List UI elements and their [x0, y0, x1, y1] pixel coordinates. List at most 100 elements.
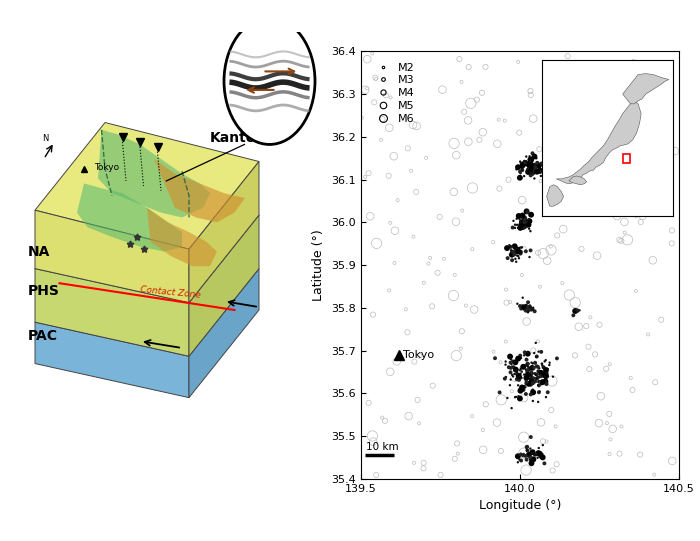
Point — [511, 214, 522, 223]
Point — [542, 151, 554, 160]
Point — [525, 160, 536, 169]
Point — [526, 169, 537, 177]
Point — [522, 348, 533, 357]
Point — [531, 374, 542, 383]
Point — [522, 446, 533, 455]
Point — [669, 147, 680, 155]
Point — [526, 377, 537, 386]
Point — [518, 245, 529, 253]
Point — [533, 347, 544, 356]
Text: N: N — [42, 134, 49, 142]
Point — [545, 246, 557, 254]
Point — [452, 439, 463, 448]
Point — [392, 196, 403, 204]
Point — [528, 174, 540, 183]
Point — [526, 358, 537, 367]
Polygon shape — [35, 235, 259, 356]
Point — [523, 220, 534, 229]
Point — [597, 108, 608, 117]
Point — [531, 167, 542, 176]
Polygon shape — [35, 123, 259, 249]
Point — [512, 247, 524, 256]
Point — [537, 160, 548, 169]
Point — [517, 218, 528, 227]
Point — [527, 162, 538, 171]
Point — [515, 354, 526, 362]
Point — [605, 435, 616, 444]
Point — [517, 196, 528, 204]
Point — [528, 349, 540, 358]
Point — [607, 425, 618, 433]
Point — [508, 372, 519, 381]
Point — [520, 221, 531, 230]
Point — [514, 167, 526, 176]
Point — [389, 152, 400, 161]
Point — [528, 449, 539, 458]
Point — [371, 239, 382, 248]
Point — [411, 188, 422, 196]
Point — [505, 242, 516, 250]
Point — [517, 216, 528, 225]
Point — [517, 215, 528, 224]
Point — [504, 241, 515, 249]
Point — [523, 379, 534, 388]
Point — [455, 344, 466, 353]
Point — [507, 256, 518, 265]
Point — [510, 246, 522, 255]
Point — [611, 116, 622, 124]
Point — [521, 361, 532, 370]
Point — [592, 85, 603, 94]
Point — [524, 162, 536, 171]
Point — [448, 188, 459, 196]
Point — [525, 87, 536, 95]
Point — [517, 243, 528, 252]
Point — [625, 374, 636, 382]
Point — [524, 305, 536, 313]
Point — [533, 161, 545, 170]
Point — [427, 381, 438, 390]
Point — [527, 305, 538, 314]
Point — [523, 163, 534, 172]
Point — [611, 212, 622, 220]
Point — [432, 268, 443, 277]
Point — [505, 352, 516, 361]
Point — [505, 247, 517, 255]
Point — [407, 121, 419, 129]
Point — [467, 412, 478, 420]
Point — [522, 167, 533, 175]
Point — [494, 184, 505, 193]
Point — [525, 453, 536, 462]
Point — [507, 223, 518, 232]
Point — [456, 77, 467, 86]
Point — [507, 247, 518, 256]
Point — [532, 374, 543, 382]
Point — [510, 258, 522, 266]
Point — [510, 358, 521, 367]
Point — [516, 367, 527, 376]
Point — [402, 328, 413, 337]
Point — [520, 304, 531, 313]
Point — [519, 217, 530, 226]
Point — [534, 145, 545, 154]
Point — [510, 366, 521, 374]
Point — [530, 163, 541, 171]
Point — [594, 207, 606, 215]
Point — [523, 302, 534, 311]
Point — [517, 213, 528, 221]
Point — [408, 232, 419, 241]
Point — [512, 163, 524, 171]
Point — [592, 161, 603, 169]
Point — [539, 159, 550, 168]
Point — [533, 381, 545, 390]
Point — [522, 208, 533, 216]
Point — [536, 379, 547, 388]
Point — [528, 114, 539, 123]
Point — [604, 450, 615, 458]
Point — [502, 394, 513, 403]
Point — [649, 470, 660, 479]
Point — [514, 173, 525, 182]
Point — [584, 365, 595, 373]
Point — [635, 217, 646, 226]
Point — [531, 370, 542, 379]
Point — [363, 399, 374, 407]
